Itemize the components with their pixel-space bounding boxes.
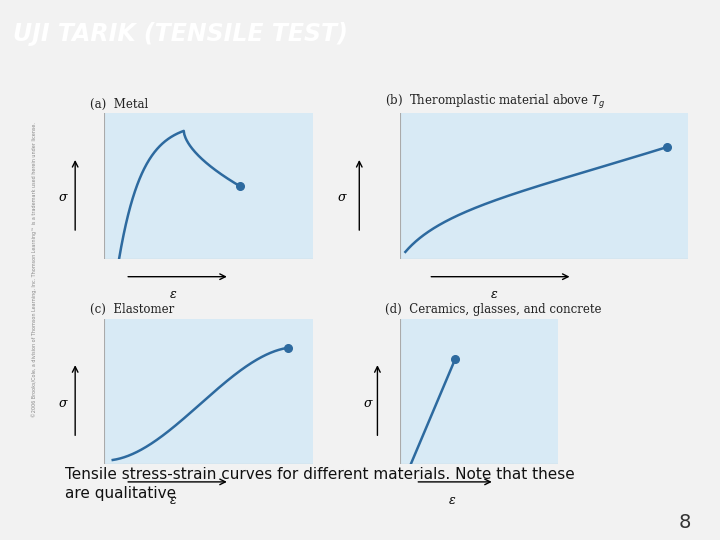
Text: σ: σ [338, 192, 346, 205]
Text: (d)  Ceramics, glasses, and concrete: (d) Ceramics, glasses, and concrete [385, 303, 602, 316]
Text: UJI TARIK (TENSILE TEST): UJI TARIK (TENSILE TEST) [13, 22, 348, 46]
Text: are qualitative: are qualitative [65, 486, 176, 501]
Text: σ: σ [364, 397, 372, 410]
Text: Tensile stress-strain curves for different materials. Note that these: Tensile stress-strain curves for differe… [65, 467, 575, 482]
Text: ©2006 Brooks/Cole, a division of Thomson Learning, Inc. Thomson Learning™ is a t: ©2006 Brooks/Cole, a division of Thomson… [32, 123, 37, 417]
Text: σ: σ [58, 192, 67, 205]
Text: ε: ε [449, 494, 455, 507]
Text: (a)  Metal: (a) Metal [90, 98, 148, 111]
Text: σ: σ [58, 397, 67, 410]
Text: ε: ε [170, 288, 176, 301]
Text: ε: ε [491, 288, 498, 301]
Text: ε: ε [170, 494, 176, 507]
Text: 8: 8 [679, 513, 691, 532]
Text: (c)  Elastomer: (c) Elastomer [90, 303, 174, 316]
Text: (b)  Theromplastic material above $T_g$: (b) Theromplastic material above $T_g$ [385, 93, 606, 111]
